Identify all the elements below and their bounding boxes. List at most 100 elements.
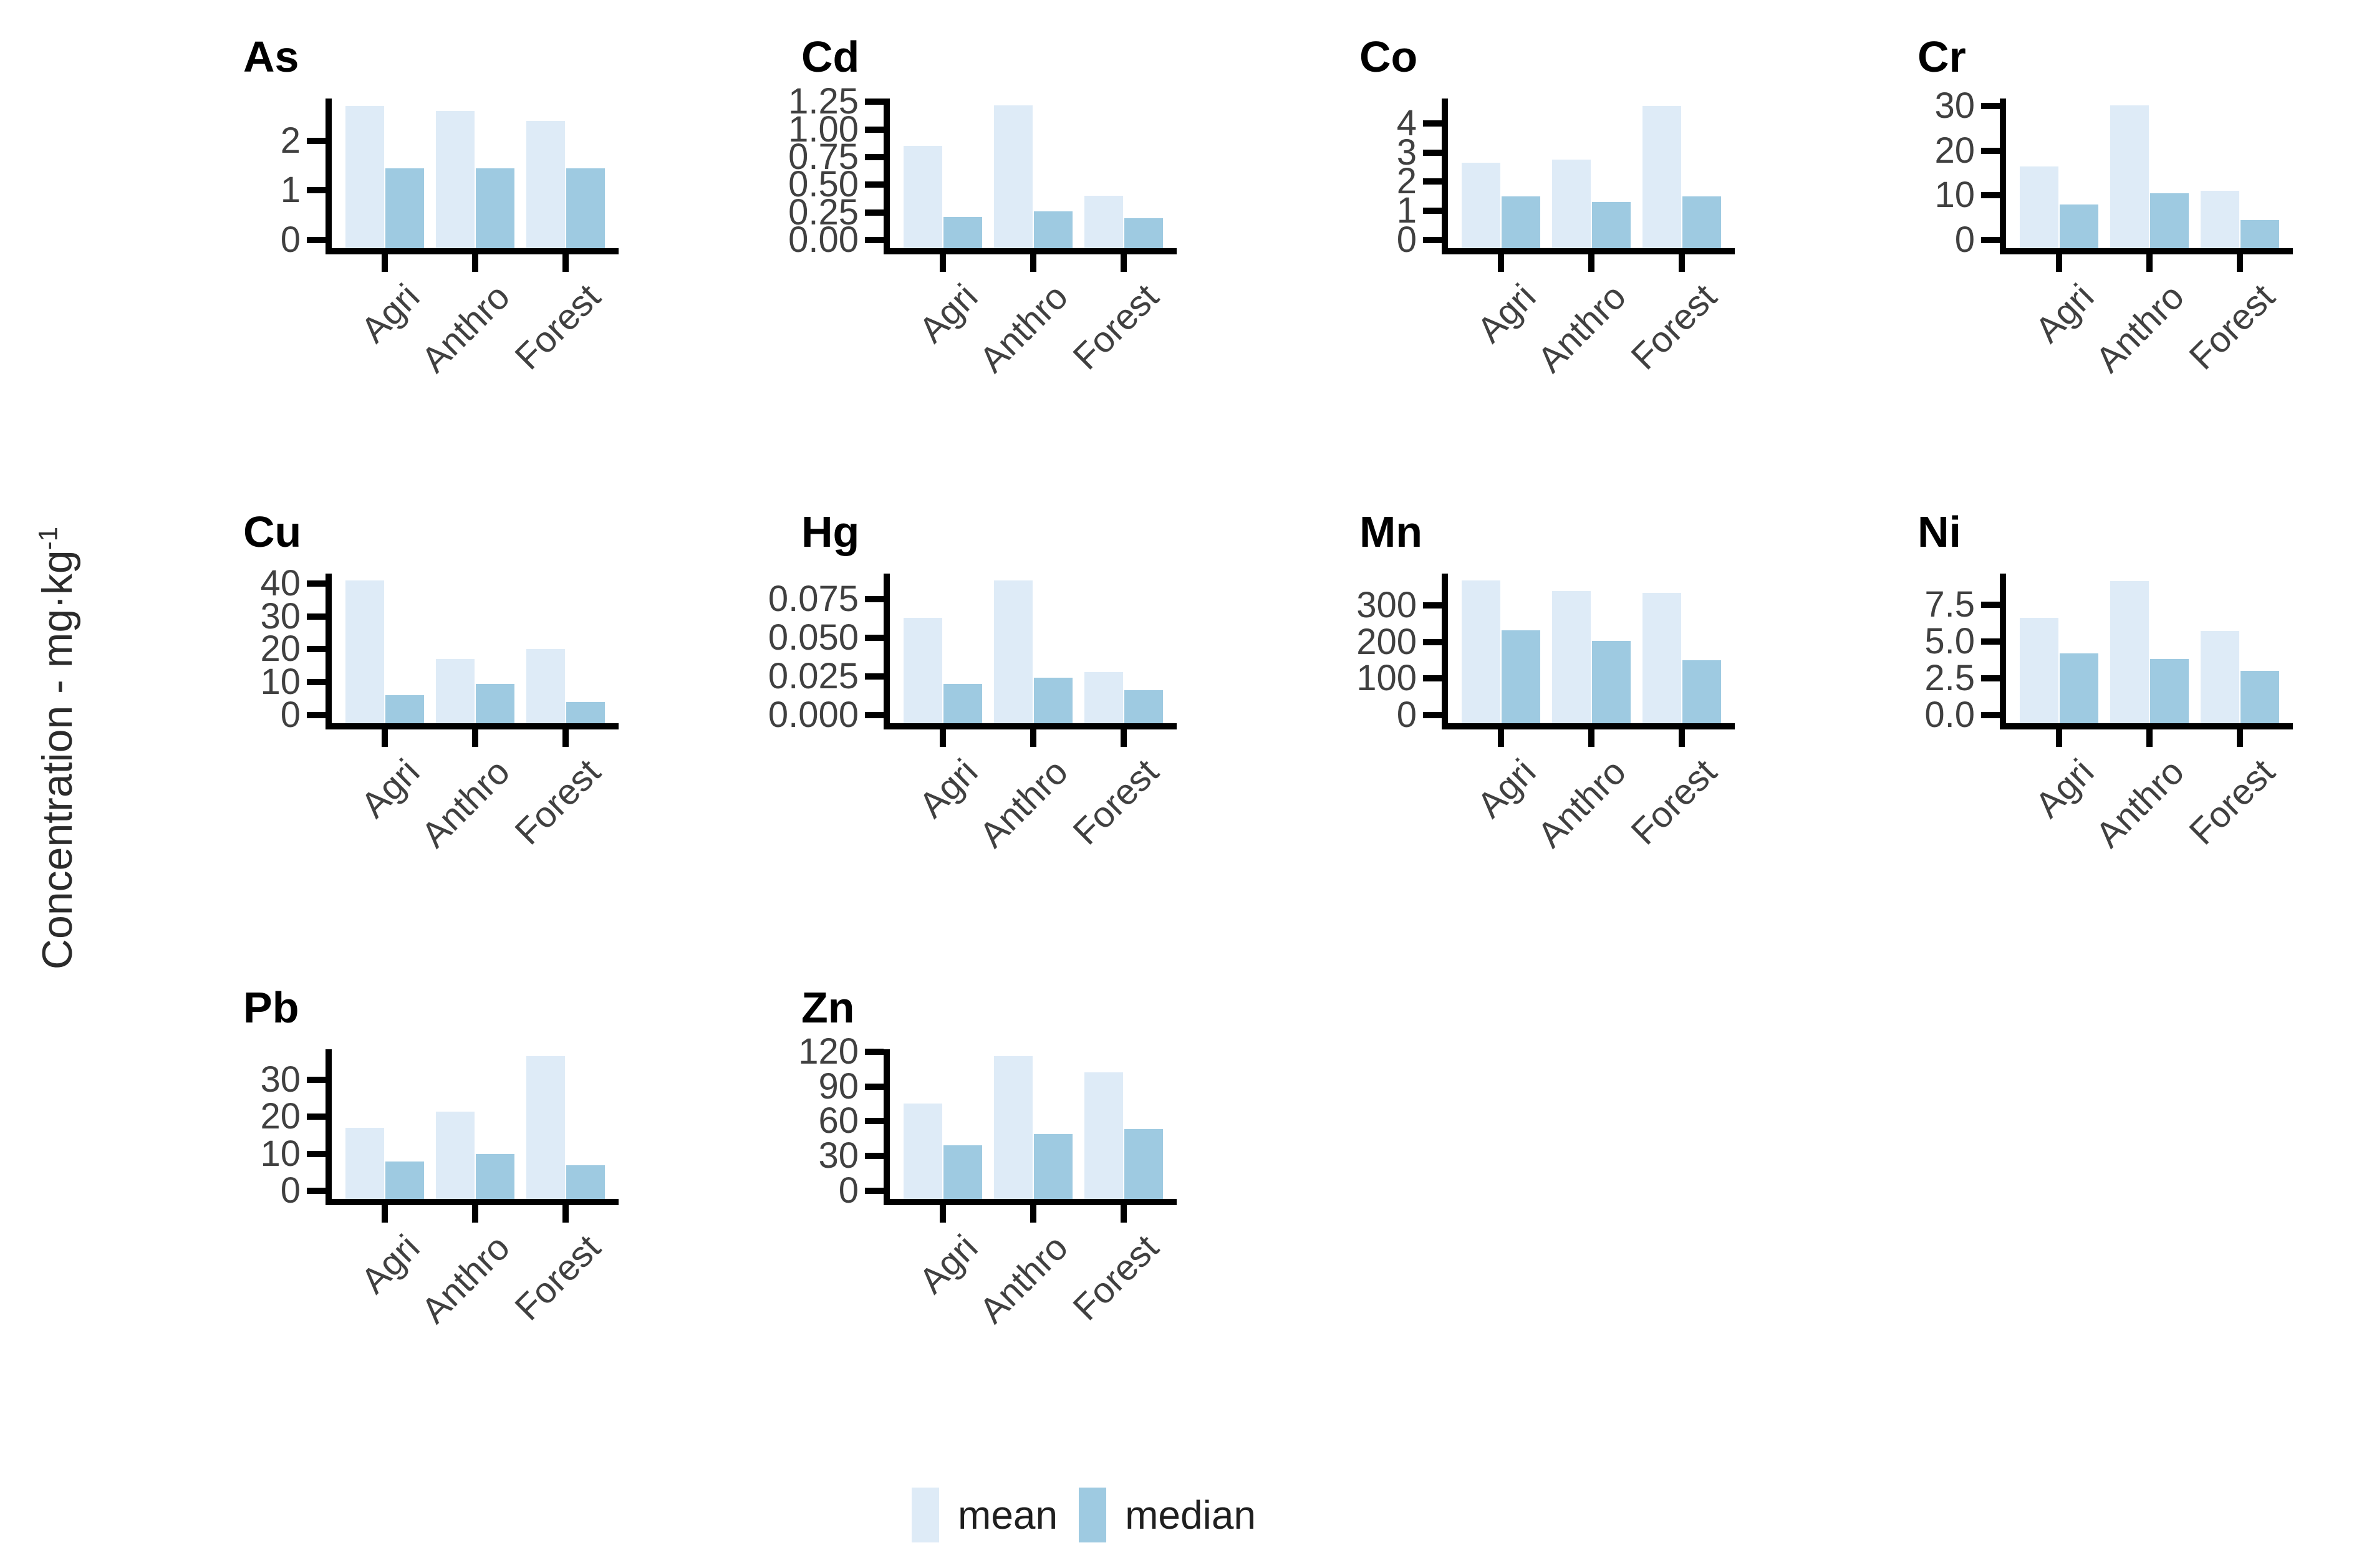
x-tick-label-cd-agri: Agri — [911, 276, 986, 351]
x-tick-as — [562, 254, 569, 272]
y-tick-zn — [865, 1153, 884, 1160]
facet-cu: Cu 0 10 20 30 40 Agri Anthro Forest — [207, 494, 706, 968]
bar-hg-forest-mean — [1084, 671, 1123, 723]
y-tick-label-pb: 0 — [280, 1170, 301, 1211]
x-tick-co — [1498, 254, 1504, 272]
y-tick-label-zn: 120 — [798, 1031, 859, 1072]
x-tick-cr — [2146, 254, 2153, 272]
y-tick-cu — [307, 613, 326, 620]
x-tick-label-cd-anthro: Anthro — [972, 276, 1076, 380]
bar-cr-anthro-mean — [2110, 105, 2149, 248]
y-tick-label-as: 1 — [280, 170, 301, 211]
x-tick-label-zn-anthro: Anthro — [972, 1227, 1076, 1331]
bar-co-forest-median — [1682, 196, 1721, 248]
y-tick-cd — [865, 237, 884, 243]
facet-title-cr: Cr — [1917, 32, 1966, 81]
bar-co-agri-median — [1502, 196, 1540, 248]
x-tick-cd — [940, 254, 946, 272]
y-axis-cd: 0.00 0.25 0.50 0.75 1.00 1.25 — [765, 84, 884, 258]
y-tick-zn — [865, 1188, 884, 1194]
bar-zn-forest-median — [1124, 1129, 1163, 1199]
bar-mn-forest-median — [1682, 660, 1721, 723]
y-tick-label-pb: 30 — [260, 1059, 301, 1100]
y-tick-label-cu: 10 — [260, 661, 301, 703]
legend-swatch-median — [1079, 1488, 1107, 1542]
x-tick-as — [382, 254, 388, 272]
x-tick-pb — [382, 1205, 388, 1223]
bar-as-agri-median — [385, 168, 424, 248]
bar-cr-agri-median — [2060, 204, 2098, 248]
facet-title-cu: Cu — [243, 507, 302, 556]
bar-cu-anthro-mean — [436, 659, 475, 723]
bar-cd-agri-mean — [904, 146, 942, 248]
y-tick-ni — [1981, 601, 2000, 608]
bar-ni-agri-median — [2060, 653, 2098, 723]
x-tick-pb — [472, 1205, 478, 1223]
bar-cd-forest-median — [1124, 218, 1163, 248]
y-tick-mn — [1423, 638, 1442, 645]
y-tick-label-as: 2 — [280, 120, 301, 161]
x-tick-cd — [1121, 254, 1127, 272]
x-tick-cu — [562, 729, 569, 747]
legend: mean median — [912, 1488, 1256, 1542]
x-tick-label-cu-forest: Forest — [506, 751, 609, 853]
y-tick-pb — [307, 1077, 326, 1084]
plot-panel-mn — [1442, 574, 1735, 729]
facet-title-zn: Zn — [801, 983, 855, 1032]
bar-ni-agri-mean — [2020, 617, 2058, 723]
y-tick-hg — [865, 712, 884, 718]
bar-mn-anthro-median — [1592, 641, 1631, 723]
y-tick-cd — [865, 181, 884, 188]
y-tick-mn — [1423, 602, 1442, 609]
y-tick-label-hg: 0.000 — [768, 695, 859, 735]
bar-pb-anthro-median — [476, 1153, 514, 1199]
bar-co-forest-mean — [1642, 105, 1681, 248]
y-tick-co — [1423, 178, 1442, 185]
legend-item-median: median — [1079, 1488, 1256, 1542]
y-tick-cu — [307, 580, 326, 587]
x-tick-cu — [382, 729, 388, 747]
legend-item-mean: mean — [912, 1488, 1058, 1542]
y-tick-ni — [1981, 675, 2000, 681]
x-tick-label-cd-forest: Forest — [1064, 276, 1167, 378]
x-tick-label-as-agri: Agri — [353, 276, 428, 351]
x-tick-hg — [1121, 729, 1127, 747]
x-tick-label-as-anthro: Anthro — [413, 276, 518, 380]
x-tick-as — [472, 254, 478, 272]
x-tick-cr — [2237, 254, 2243, 272]
facet-title-ni: Ni — [1917, 507, 1961, 556]
x-tick-label-co-anthro: Anthro — [1530, 276, 1634, 380]
y-tick-label-cr: 20 — [1934, 130, 1975, 171]
bar-zn-anthro-median — [1034, 1133, 1073, 1199]
plot-panel-zn — [884, 1049, 1177, 1205]
y-tick-label-zn: 0 — [838, 1170, 859, 1211]
bar-cu-forest-mean — [526, 649, 565, 723]
y-tick-cu — [307, 646, 326, 653]
x-tick-cd — [1030, 254, 1036, 272]
y-tick-ni — [1981, 712, 2000, 718]
x-tick-hg — [1030, 729, 1036, 747]
bar-ni-forest-median — [2241, 671, 2279, 723]
x-tick-label-pb-agri: Agri — [353, 1227, 428, 1302]
y-tick-hg — [865, 673, 884, 680]
x-tick-label-hg-anthro: Anthro — [972, 751, 1076, 855]
y-tick-zn — [865, 1083, 884, 1090]
y-tick-label-mn: 200 — [1356, 621, 1417, 662]
x-tick-co — [1679, 254, 1685, 272]
bar-cu-forest-median — [566, 701, 605, 723]
x-tick-label-hg-forest: Forest — [1064, 751, 1167, 853]
facet-as: As 0 1 2 Agri Anthro Forest — [207, 19, 706, 493]
bar-co-agri-mean — [1462, 162, 1500, 248]
bar-cu-anthro-median — [476, 683, 514, 723]
facet-title-co: Co — [1359, 32, 1418, 81]
y-tick-co — [1423, 208, 1442, 214]
plot-panel-pb — [326, 1049, 619, 1205]
x-tick-label-co-agri: Agri — [1469, 276, 1544, 351]
y-tick-label-co: 2 — [1396, 161, 1417, 202]
y-tick-co — [1423, 149, 1442, 156]
y-tick-label-zn: 60 — [818, 1100, 859, 1142]
bar-mn-agri-mean — [1462, 580, 1500, 723]
y-tick-mn — [1423, 675, 1442, 682]
y-tick-label-cr: 10 — [1934, 175, 1975, 216]
